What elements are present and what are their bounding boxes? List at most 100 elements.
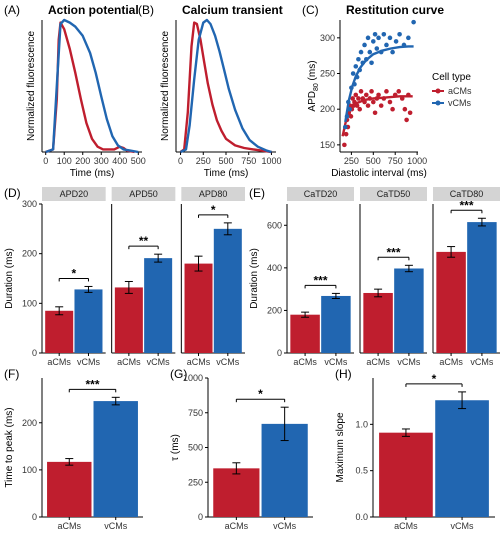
y-tick-label-C: 200 <box>320 104 335 114</box>
y-tick-label-D: 100 <box>22 298 37 308</box>
panel-label-F: (F) <box>4 367 19 381</box>
y-tick-label-E: 200 <box>267 305 282 315</box>
series-line-vCMs <box>45 18 139 154</box>
scatter-point-aCMs <box>358 89 364 94</box>
panel-label-H: (H) <box>335 367 352 381</box>
panel-title-B: Calcium transient <box>182 3 283 17</box>
x-axis-label-A: Time (ms) <box>70 168 115 179</box>
scatter-point-aCMs <box>371 99 376 105</box>
bar-vCMs <box>93 401 138 517</box>
x-tick-label-B: 250 <box>196 156 211 166</box>
bar-aCMs <box>184 263 213 353</box>
bar-vCMs <box>435 400 489 517</box>
scatter-point-vCMs <box>365 35 371 41</box>
y-tick-label-C: 300 <box>320 33 335 43</box>
bar-vCMs <box>144 258 173 353</box>
x-tick-label-vCMs: vCMs <box>77 357 100 367</box>
y-axis-label-C: APD80 (ms) <box>307 60 320 111</box>
scatter-point-vCMs <box>371 39 376 44</box>
y-tick-label-C: 150 <box>320 140 335 150</box>
bar-aCMs <box>290 314 320 353</box>
y-axis-label-G: τ (ms) <box>170 434 181 461</box>
significance-label: * <box>71 266 76 280</box>
facet-strip <box>181 187 245 201</box>
scatter-point-aCMs <box>372 110 378 116</box>
scatter-point-vCMs <box>369 60 374 66</box>
y-tick-label-E: 0 <box>277 348 282 358</box>
scatter-point-vCMs <box>381 31 387 37</box>
x-tick-label-vCMs: vCMs <box>273 521 296 531</box>
x-tick-label-vCMs: vCMs <box>470 357 493 367</box>
x-tick-label-A: 300 <box>94 156 109 166</box>
legend-label-aCMs: aCMs <box>448 86 472 96</box>
significance-label: *** <box>459 198 473 212</box>
scatter-point-aCMs <box>387 99 393 105</box>
y-tick-label-D: 0 <box>32 348 37 358</box>
panel-label-G: (G) <box>170 367 187 381</box>
x-tick-label-C: 750 <box>388 156 403 166</box>
x-tick-label-C: 250 <box>344 156 359 166</box>
y-axis-label-D: Duration (ms) <box>4 248 15 309</box>
bar-vCMs <box>467 222 497 353</box>
x-tick-label-aCMs: aCMs <box>187 357 211 367</box>
scatter-point-aCMs <box>404 117 409 123</box>
x-tick-label-vCMs: vCMs <box>324 357 347 367</box>
x-tick-label-A: 200 <box>75 156 90 166</box>
x-tick-label-C: 500 <box>366 156 381 166</box>
scatter-point-vCMs <box>342 124 348 130</box>
x-tick-label-aCMs: aCMs <box>366 357 390 367</box>
y-tick-label-H: 1.0 <box>355 419 368 429</box>
bar-aCMs <box>379 432 433 517</box>
panel-label-D: (D) <box>4 186 21 200</box>
significance-label: * <box>432 372 437 386</box>
scatter-point-aCMs <box>350 96 356 101</box>
y-axis-label-B: Normalized fluorescence <box>160 31 171 141</box>
scatter-point-aCMs <box>343 131 349 137</box>
bar-aCMs <box>47 461 92 517</box>
significance-label: *** <box>85 377 99 391</box>
scatter-point-aCMs <box>356 96 361 101</box>
x-tick-label-A: 400 <box>112 156 127 166</box>
scatter-point-aCMs <box>390 106 395 112</box>
y-tick-label-H: 0.0 <box>355 512 368 522</box>
scatter-point-vCMs <box>353 64 359 69</box>
y-tick-label-G: 1000 <box>183 373 203 383</box>
significance-label: * <box>211 203 216 217</box>
x-tick-label-C: 1000 <box>407 156 427 166</box>
panel-title-C: Restitution curve <box>346 3 444 17</box>
y-axis-label-H: Maximum slope <box>335 412 346 482</box>
scatter-point-vCMs <box>350 71 356 76</box>
facet-strip-label: APD20 <box>60 189 89 199</box>
x-tick-label-B: 500 <box>218 156 233 166</box>
significance-label: * <box>258 387 263 401</box>
scatter-point-aCMs <box>376 92 381 98</box>
facet-strip-label: APD80 <box>199 189 228 199</box>
panel-label-C: (C) <box>302 3 319 17</box>
y-tick-label-C: 250 <box>320 69 335 79</box>
scatter-point-aCMs <box>396 89 402 94</box>
y-tick-label-E: 600 <box>267 220 282 230</box>
facet-strip-label: CaTD80 <box>450 189 484 199</box>
scatter-point-aCMs <box>357 106 363 112</box>
x-tick-label-aCMs: aCMs <box>394 521 418 531</box>
x-tick-label-A: 500 <box>131 156 146 166</box>
y-tick-label-G: 750 <box>188 408 203 418</box>
scatter-point-aCMs <box>369 89 374 94</box>
x-tick-label-A: 0 <box>43 156 48 166</box>
scatter-point-vCMs <box>372 31 378 37</box>
x-axis-label-B: Time (ms) <box>204 168 249 179</box>
facet-strip <box>42 187 106 201</box>
y-axis-label-E: Duration (ms) <box>249 248 260 309</box>
x-tick-label-aCMs: aCMs <box>117 357 141 367</box>
x-tick-label-B: 0 <box>178 156 183 166</box>
x-tick-label-aCMs: aCMs <box>293 357 317 367</box>
legend-label-vCMs: vCMs <box>448 98 471 108</box>
scatter-point-vCMs <box>411 19 416 25</box>
facet-strip <box>111 187 176 201</box>
y-tick-label-G: 250 <box>188 477 203 487</box>
bar-vCMs <box>321 295 351 353</box>
facet-strip <box>287 187 354 201</box>
scatter-point-vCMs <box>362 42 367 48</box>
significance-label: ** <box>139 234 149 248</box>
